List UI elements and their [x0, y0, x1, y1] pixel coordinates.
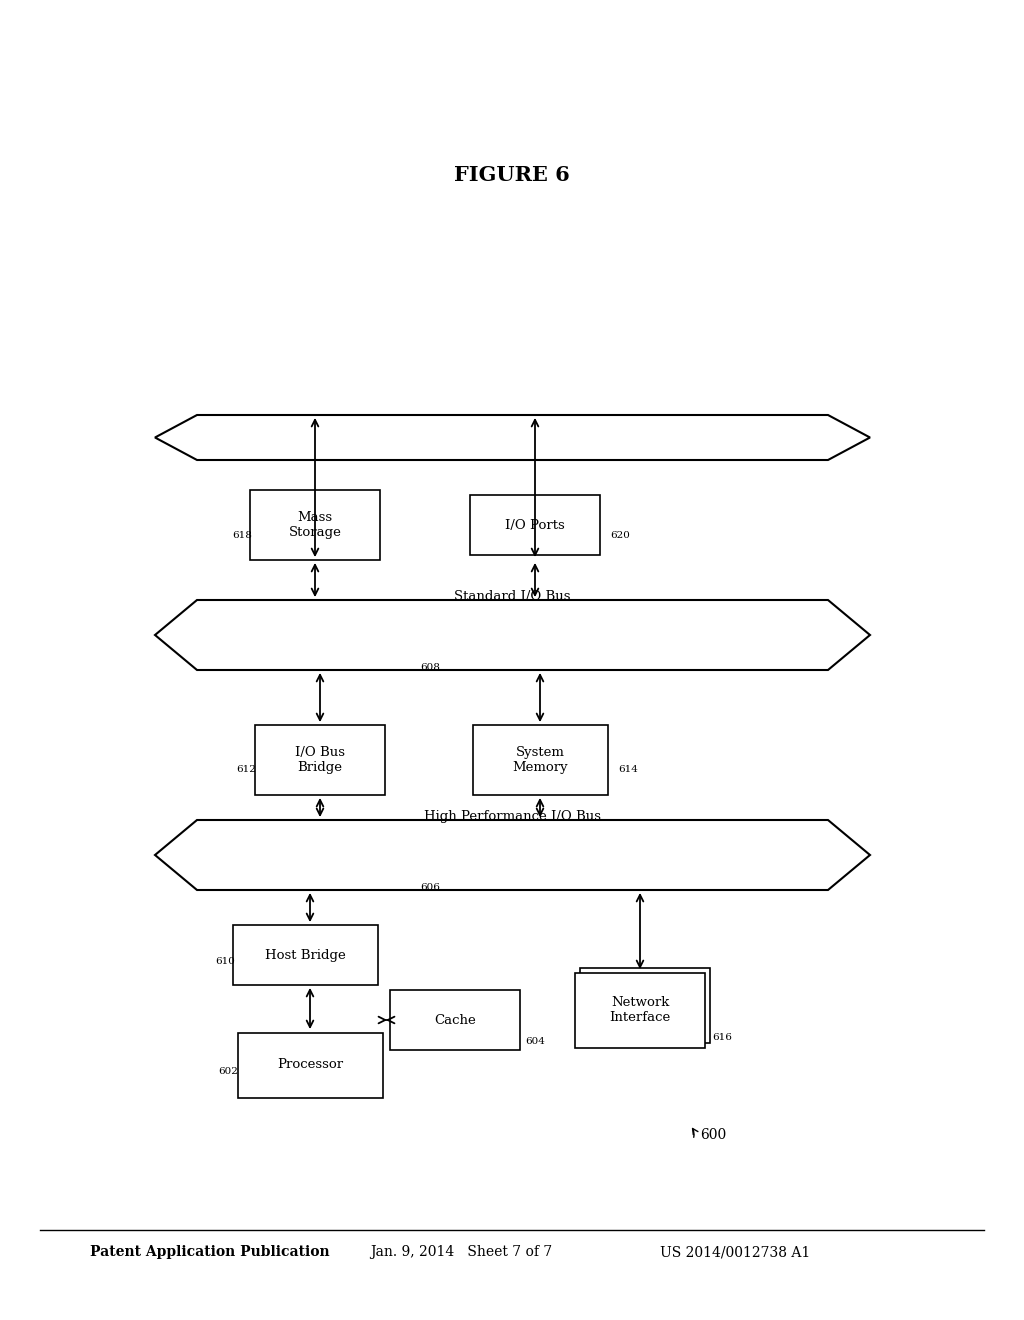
- Bar: [472, 725, 607, 795]
- Text: 612: 612: [236, 766, 256, 775]
- Text: Network
Interface: Network Interface: [609, 997, 671, 1024]
- Polygon shape: [155, 414, 870, 459]
- Text: 600: 600: [700, 1129, 726, 1142]
- Polygon shape: [155, 820, 870, 890]
- Text: 618: 618: [232, 531, 252, 540]
- Text: 614: 614: [618, 766, 638, 775]
- Text: Mass
Storage: Mass Storage: [289, 511, 341, 539]
- Text: I/O Bus
Bridge: I/O Bus Bridge: [295, 746, 345, 774]
- Bar: [255, 725, 385, 795]
- Text: US 2014/0012738 A1: US 2014/0012738 A1: [660, 1245, 810, 1259]
- Text: 608: 608: [420, 664, 440, 672]
- Text: 604: 604: [525, 1038, 545, 1047]
- Bar: [232, 925, 378, 985]
- Bar: [250, 490, 380, 560]
- Text: 616: 616: [712, 1032, 732, 1041]
- Text: System
Memory: System Memory: [512, 746, 568, 774]
- Text: Standard I/O Bus: Standard I/O Bus: [454, 590, 570, 603]
- Text: Jan. 9, 2014   Sheet 7 of 7: Jan. 9, 2014 Sheet 7 of 7: [370, 1245, 552, 1259]
- Text: 620: 620: [610, 531, 630, 540]
- Bar: [470, 495, 600, 554]
- Text: I/O Ports: I/O Ports: [505, 519, 565, 532]
- Text: FIGURE 6: FIGURE 6: [454, 165, 570, 185]
- Text: 602: 602: [218, 1068, 238, 1077]
- Text: Cache: Cache: [434, 1014, 476, 1027]
- Bar: [238, 1032, 383, 1097]
- Bar: [390, 990, 520, 1049]
- Polygon shape: [155, 601, 870, 671]
- Bar: [575, 973, 705, 1048]
- Text: Patent Application Publication: Patent Application Publication: [90, 1245, 330, 1259]
- Text: 610: 610: [215, 957, 234, 966]
- Text: Processor: Processor: [276, 1059, 343, 1072]
- Text: 606: 606: [420, 883, 440, 892]
- Text: Host Bridge: Host Bridge: [264, 949, 345, 961]
- Bar: [580, 968, 710, 1043]
- Text: High Performance I/O Bus: High Performance I/O Bus: [424, 810, 600, 822]
